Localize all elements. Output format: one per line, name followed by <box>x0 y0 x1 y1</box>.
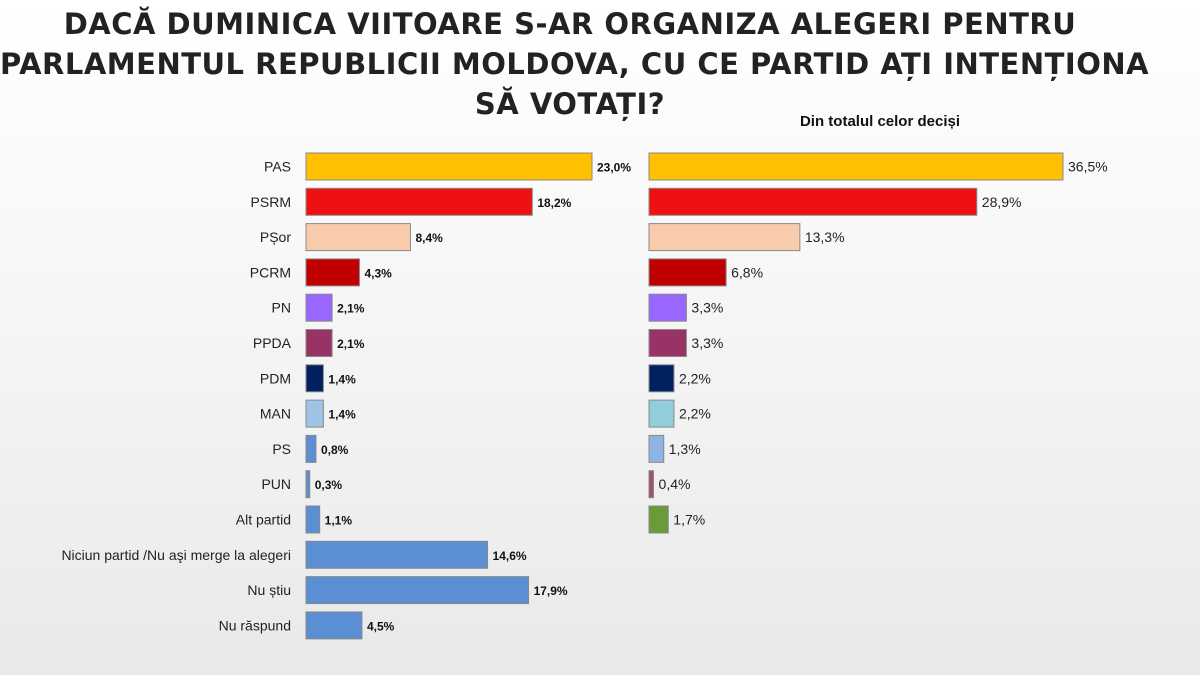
right-chart-value-label: 28,9% <box>982 194 1022 210</box>
right-chart-bar <box>648 187 978 216</box>
category-label: PSRM <box>251 194 291 210</box>
category-label: Nu știu <box>247 582 291 598</box>
left-chart-value-label: 1,1% <box>325 514 353 528</box>
left-chart-value-label: 17,9% <box>534 584 568 598</box>
right-chart-bar <box>648 293 687 322</box>
left-chart-bar <box>305 187 533 216</box>
right-chart-value-label: 2,2% <box>679 406 711 422</box>
category-label: PPDA <box>253 335 292 351</box>
left-chart-bar <box>305 329 333 357</box>
left-chart-bar <box>305 293 333 322</box>
right-chart-bar <box>648 329 687 357</box>
right-chart-subtitle: Din totalul celor deciși <box>799 113 961 130</box>
right-chart-bar <box>648 470 655 499</box>
left-chart-value-label: 18,2% <box>537 196 571 210</box>
left-chart-bar <box>305 470 311 499</box>
category-label: PS <box>272 441 291 457</box>
left-chart-value-label: 2,1% <box>337 337 365 351</box>
right-chart-bar <box>648 258 727 287</box>
left-chart-bar <box>305 434 317 463</box>
category-label: PȘor <box>260 229 291 245</box>
category-label: Alt partid <box>236 512 291 528</box>
right-chart-bar <box>648 364 675 393</box>
left-chart-value-label: 4,5% <box>367 619 395 633</box>
category-label: Niciun partid /Nu aşi merge la alegeri <box>61 547 291 563</box>
left-chart-value-label: 0,3% <box>315 478 343 492</box>
left-chart-value-label: 23,0% <box>597 161 631 175</box>
left-chart-value-label: 4,3% <box>364 266 392 280</box>
right-chart-bar <box>648 434 665 463</box>
category-label: PCRM <box>250 264 291 280</box>
left-chart-value-label: 2,1% <box>337 302 365 316</box>
right-chart-value-label: 6,8% <box>731 264 763 280</box>
left-chart-value-label: 1,4% <box>328 372 356 386</box>
right-chart-value-label: 1,3% <box>669 441 701 457</box>
left-chart-bar <box>305 152 593 181</box>
left-chart-value-label: 0,8% <box>321 443 349 457</box>
right-chart-bar <box>648 399 675 428</box>
right-chart-value-label: 1,7% <box>673 512 705 528</box>
title-line-2: PARLAMENTUL REPUBLICII MOLDOVA, CU CE PA… <box>0 47 1150 81</box>
right-chart-value-label: 3,3% <box>691 335 723 351</box>
right-chart-bar <box>648 505 669 534</box>
right-chart-bar <box>648 152 1064 181</box>
category-label: PUN <box>261 476 291 492</box>
right-chart-bar <box>648 223 801 252</box>
left-chart-bar <box>305 399 324 428</box>
left-chart-bar <box>305 223 411 252</box>
category-label: PDM <box>260 370 291 386</box>
right-chart-value-label: 0,4% <box>659 476 691 492</box>
left-chart-bar <box>305 364 324 393</box>
category-label: PAS <box>264 159 291 175</box>
right-chart-value-label: 36,5% <box>1068 159 1108 175</box>
left-chart-bar <box>305 540 489 569</box>
category-label: MAN <box>260 406 291 422</box>
category-label: Nu răspund <box>219 617 291 633</box>
title-line-1: DACĂ DUMINICA VIITOARE S-AR ORGANIZA ALE… <box>63 7 1077 41</box>
right-chart-value-label: 13,3% <box>805 229 845 245</box>
chart-title: DACĂ DUMINICA VIITOARE S-AR ORGANIZA ALE… <box>0 4 1150 124</box>
left-chart-value-label: 8,4% <box>415 231 443 245</box>
title-line-3: SĂ VOTAȚI? <box>474 87 666 121</box>
category-label: PN <box>272 300 291 316</box>
left-chart-bar <box>305 611 363 640</box>
left-chart-bar <box>305 505 321 534</box>
right-chart-value-label: 2,2% <box>679 370 711 386</box>
left-chart-bar <box>305 576 530 605</box>
left-chart-value-label: 1,4% <box>328 408 356 422</box>
left-chart-value-label: 14,6% <box>493 549 527 563</box>
left-chart-bar <box>305 258 360 287</box>
right-chart-value-label: 3,3% <box>691 300 723 316</box>
